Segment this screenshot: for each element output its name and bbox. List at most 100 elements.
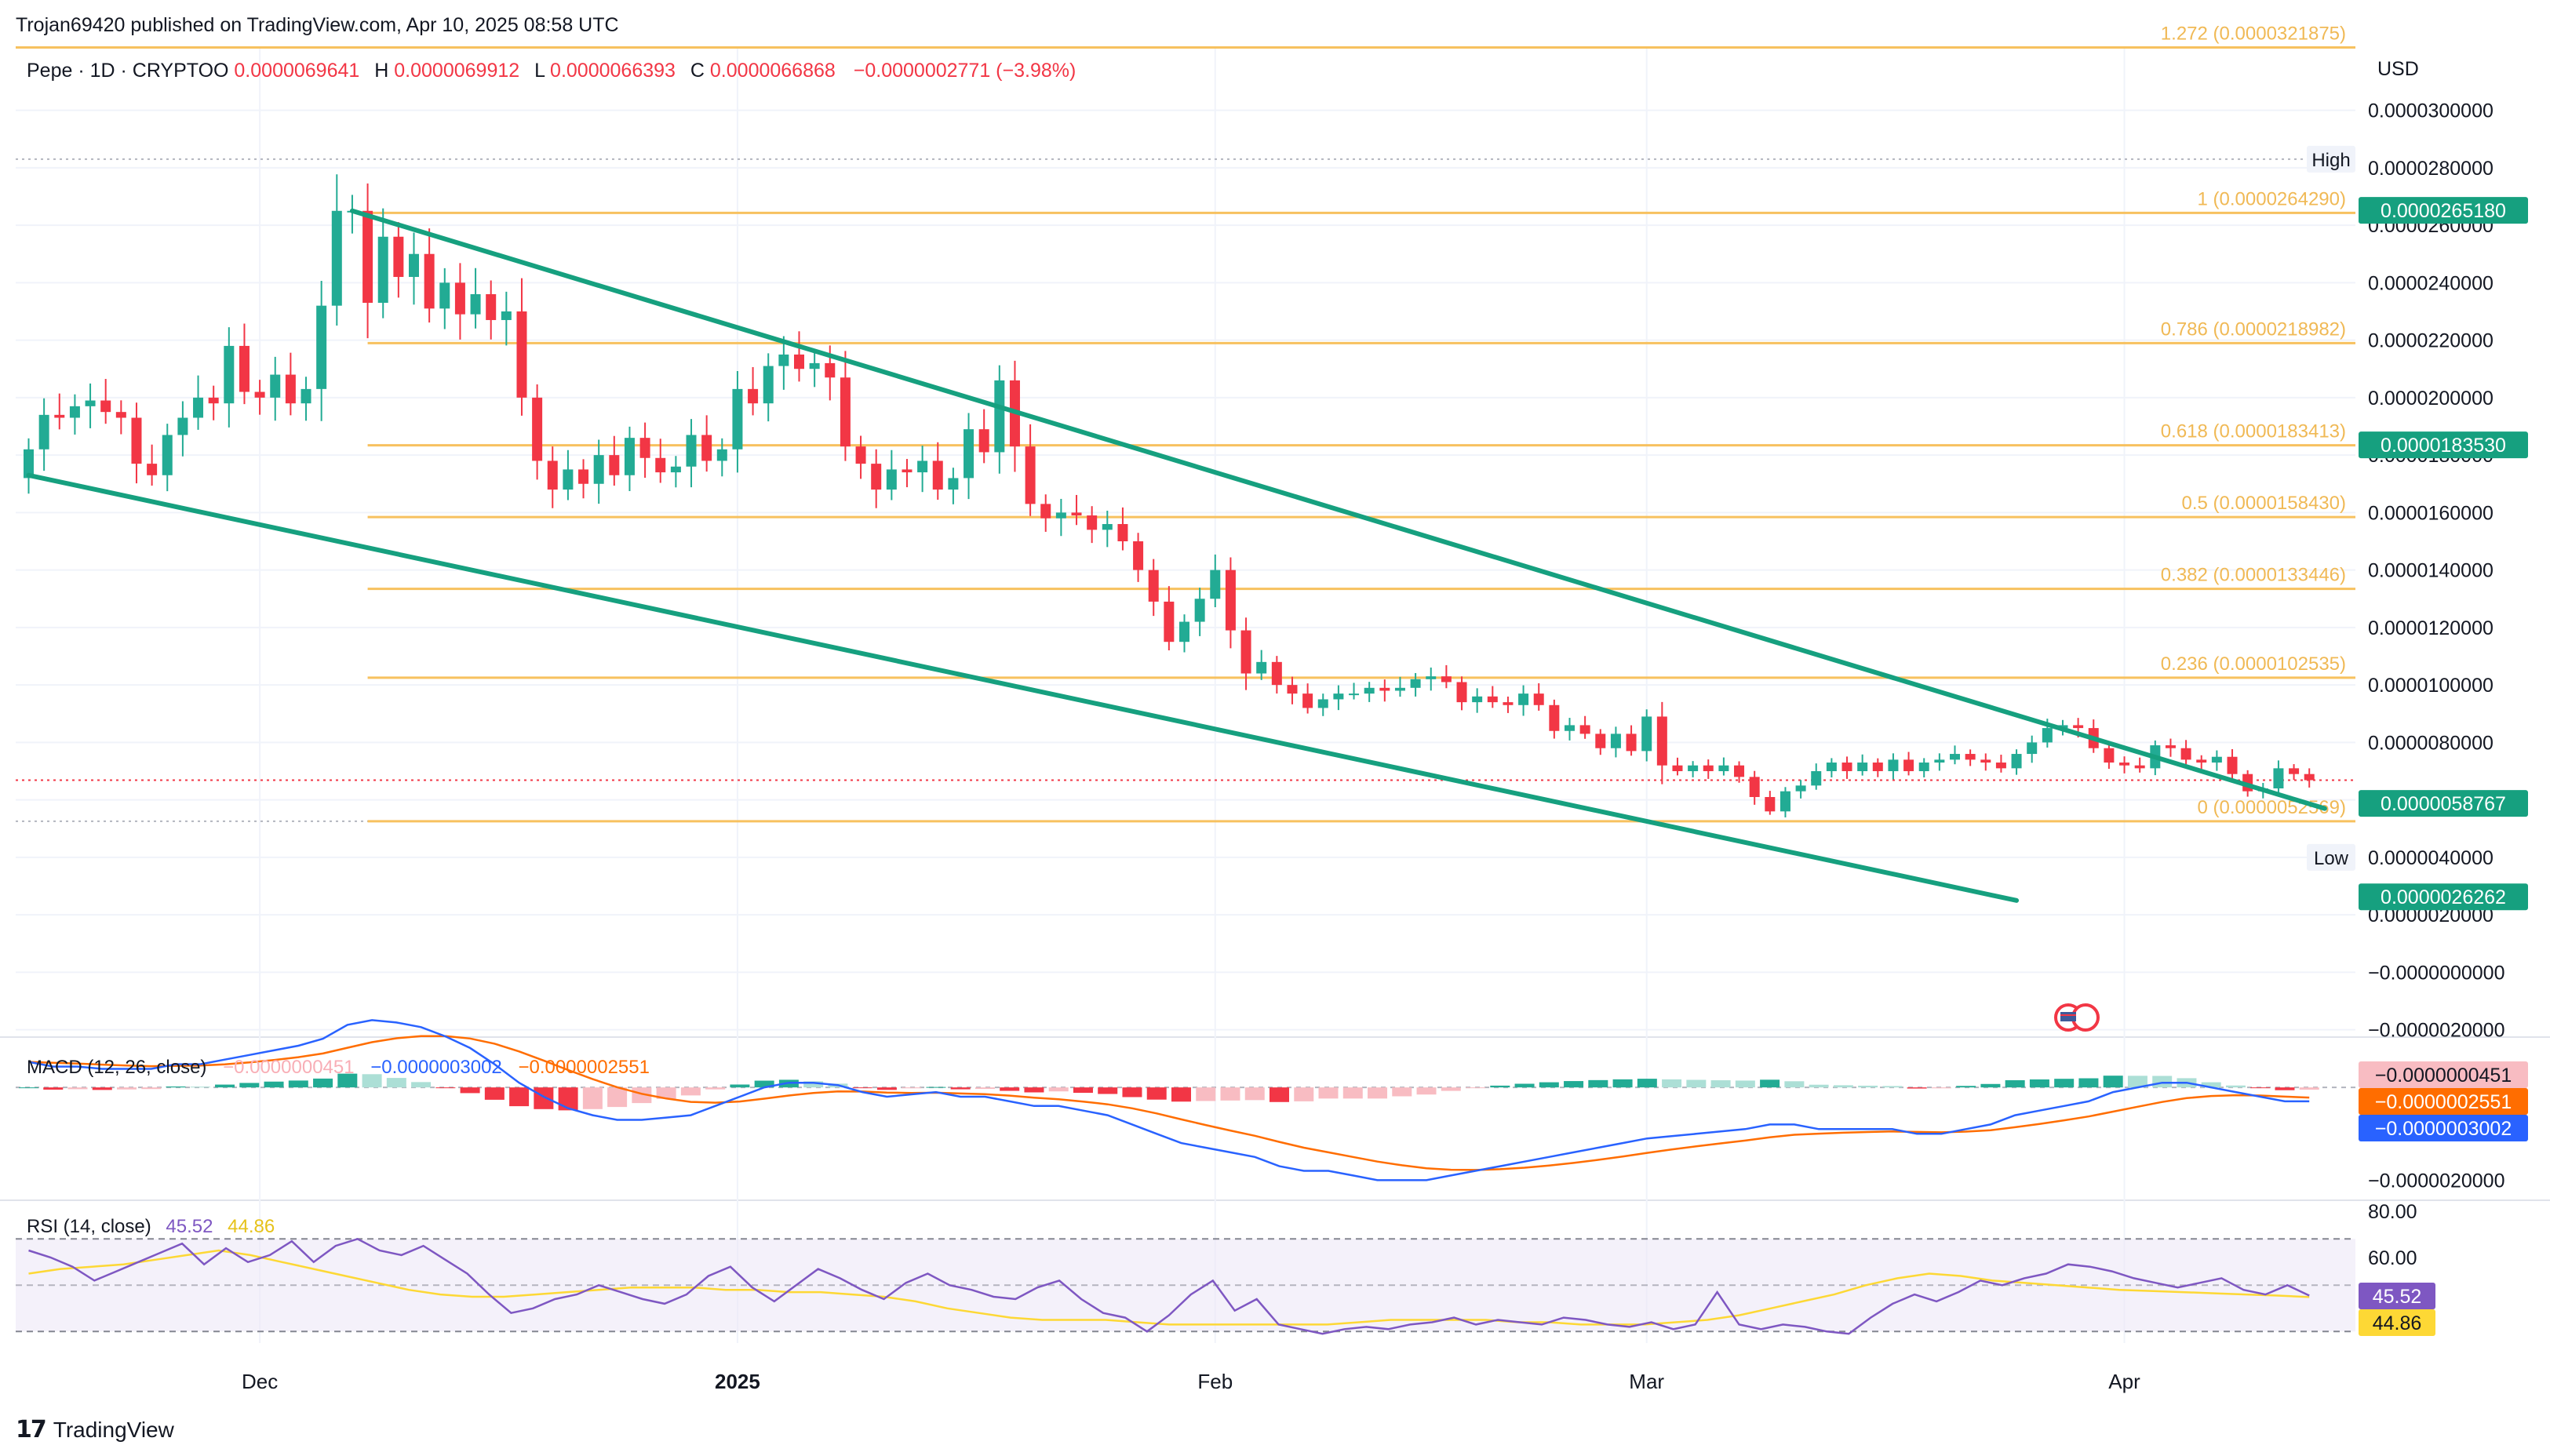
- candle-body: [1349, 693, 1360, 696]
- macd-histogram-bar: [2152, 1076, 2173, 1088]
- candle: [716, 438, 727, 477]
- candle-body: [716, 449, 727, 461]
- candle-body: [162, 435, 173, 475]
- candle-body: [54, 414, 65, 418]
- candle-body: [1718, 765, 1729, 772]
- candle: [840, 351, 851, 461]
- macd-histogram-bar: [926, 1087, 946, 1088]
- macd-histogram-bar: [680, 1087, 701, 1096]
- candle-body: [609, 455, 620, 475]
- macd-histogram-bar: [876, 1087, 897, 1090]
- y-tick-label: 0.0000100000: [2368, 675, 2494, 697]
- candle-body: [2180, 748, 2191, 760]
- candle-body: [1410, 679, 1421, 688]
- candle: [639, 422, 650, 479]
- candle: [1857, 754, 1868, 776]
- y-tick-label: 0.0000300000: [2368, 100, 2494, 122]
- fib-level-label: 0.236 (0.0000102535): [2161, 653, 2346, 675]
- candle: [763, 353, 774, 422]
- macd-histogram-bar: [902, 1087, 922, 1089]
- candle: [1503, 696, 1514, 713]
- candle-body: [2119, 763, 2130, 766]
- candle: [1518, 685, 1529, 716]
- candle: [1225, 557, 1236, 649]
- legend-symbol[interactable]: Pepe · 1D · CRYPTO: [27, 60, 213, 82]
- candle-body: [1087, 515, 1098, 530]
- macd-histogram-bar: [1907, 1087, 1927, 1089]
- candle: [285, 352, 296, 416]
- candle-body: [177, 417, 188, 435]
- macd-histogram-bar: [2299, 1087, 2319, 1090]
- candle: [2165, 738, 2176, 757]
- candle: [1965, 749, 1976, 766]
- macd-histogram-bar: [386, 1078, 406, 1088]
- candle-body: [424, 253, 435, 309]
- macd-histogram-bar: [2275, 1087, 2295, 1090]
- candle: [563, 450, 574, 500]
- candle-body: [2227, 756, 2238, 774]
- macd-histogram-bar: [1024, 1087, 1044, 1093]
- candle: [316, 281, 327, 421]
- macd-histogram-bar: [1931, 1087, 1951, 1089]
- y-tick-label: 0.0000240000: [2368, 272, 2494, 294]
- macd-histogram-bar: [1956, 1086, 1976, 1088]
- candle: [609, 435, 620, 486]
- candle: [1888, 753, 1899, 780]
- candle: [424, 228, 435, 323]
- candle: [85, 383, 96, 428]
- candle: [69, 394, 80, 435]
- candle: [1025, 424, 1036, 516]
- candle-body: [794, 354, 804, 369]
- candle: [1626, 725, 1637, 756]
- candle: [1302, 683, 1313, 714]
- candle: [1333, 685, 1344, 711]
- price-badge-text: 0.0000058767: [2381, 793, 2506, 815]
- candle-body: [1857, 763, 1868, 772]
- macd-value-badge: [2359, 1061, 2528, 1088]
- candle-body: [454, 282, 465, 315]
- macd-histogram-bar: [1564, 1081, 1584, 1088]
- macd-hist-legend: −0.0000000451: [223, 1057, 355, 1078]
- candle-body: [1456, 682, 1467, 703]
- macd-histogram-bar: [313, 1078, 333, 1088]
- price-tag-text: High: [2311, 150, 2350, 171]
- candle: [1795, 780, 1806, 799]
- candle-body: [1934, 759, 1945, 763]
- candle: [1872, 758, 1883, 777]
- candle: [208, 385, 219, 420]
- candle-body: [362, 210, 373, 303]
- candle: [239, 323, 250, 405]
- y-tick-label: 0.0000200000: [2368, 388, 2494, 410]
- macd-histogram-bar: [1146, 1087, 1167, 1100]
- candle: [1472, 688, 1483, 713]
- candle: [254, 380, 265, 415]
- grid-layer: [0, 47, 2550, 1343]
- candle-body: [316, 305, 327, 389]
- candle: [1487, 686, 1498, 708]
- candle: [38, 398, 49, 471]
- candle-body: [1133, 541, 1144, 570]
- macd-legend[interactable]: MACD (12, 26, close) −0.0000000451 −0.00…: [27, 1057, 650, 1078]
- macd-histogram-bar: [2127, 1076, 2147, 1088]
- currency-label[interactable]: USD: [2377, 58, 2419, 80]
- macd-histogram-bar: [2103, 1076, 2123, 1088]
- legend-h-value: 0.0000069912: [394, 60, 519, 82]
- published-caption: Trojan69420 published on TradingView.com…: [16, 14, 619, 36]
- candle: [1950, 745, 1960, 765]
- rsi-legend[interactable]: RSI (14, close) 45.52 44.86: [27, 1216, 275, 1237]
- candle-body: [1210, 570, 1221, 599]
- rsi-value-legend: 45.52: [166, 1216, 213, 1237]
- candle-body: [2289, 768, 2300, 774]
- candle-body: [1025, 446, 1036, 504]
- candle-body: [1333, 693, 1344, 700]
- macd-histogram-bar: [534, 1087, 554, 1109]
- candle: [1641, 709, 1652, 762]
- macd-histogram-bar: [288, 1080, 308, 1088]
- x-tick-label: Mar: [1629, 1370, 1664, 1393]
- candle: [670, 456, 681, 488]
- event-flag-icon[interactable]: [2054, 1003, 2100, 1032]
- candle-body: [1148, 570, 1159, 602]
- macd-histogram-bar: [362, 1074, 382, 1088]
- tradingview-logo[interactable]: 𝟭𝟳 TradingView: [16, 1416, 174, 1443]
